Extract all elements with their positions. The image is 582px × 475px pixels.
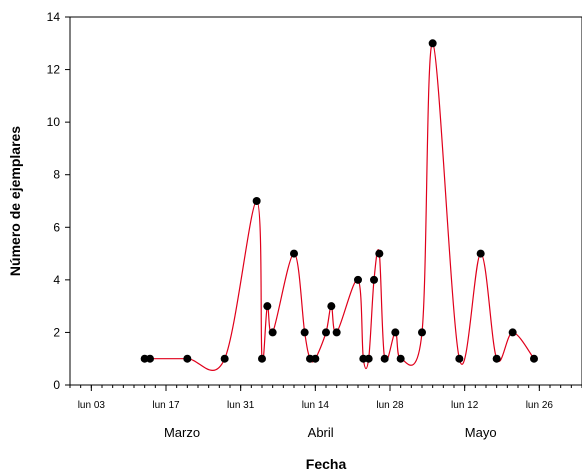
- y-tick-label: 6: [53, 220, 60, 234]
- x-tick-label: lun 28: [376, 400, 404, 411]
- data-point: [354, 275, 362, 284]
- data-point: [530, 354, 538, 363]
- data-point: [290, 249, 298, 258]
- month-labels: Marzo Abril Mayo: [164, 425, 497, 440]
- data-point: [220, 354, 229, 363]
- data-point: [508, 328, 517, 337]
- series-line: [144, 42, 535, 371]
- data-point: [146, 354, 154, 363]
- x-axis-title: Fecha: [306, 456, 347, 472]
- data-point: [364, 354, 373, 363]
- data-point: [418, 328, 426, 337]
- data-point: [327, 302, 336, 311]
- data-point: [380, 354, 389, 363]
- y-tick-label: 2: [53, 325, 60, 339]
- y-tick-label: 4: [53, 273, 60, 287]
- data-point: [375, 249, 384, 258]
- data-point: [455, 354, 464, 363]
- data-point: [396, 354, 405, 363]
- y-ticks: 0 2 4 6 8 10 12 14: [47, 10, 70, 392]
- month-label: Abril: [308, 425, 334, 440]
- data-point: [252, 197, 261, 205]
- month-label: Marzo: [164, 425, 200, 440]
- series-markers: [140, 39, 538, 363]
- data-point: [428, 39, 437, 48]
- x-tick-label: lun 26: [526, 400, 554, 411]
- data-point: [476, 249, 485, 258]
- data-point: [332, 328, 341, 337]
- x-tick-label: lun 03: [78, 400, 106, 411]
- data-point: [370, 275, 378, 284]
- data-point: [263, 302, 272, 311]
- x-tick-label: lun 31: [227, 400, 255, 411]
- data-point: [492, 354, 501, 363]
- x-tick-label: lun 17: [152, 400, 180, 411]
- x-tick-label: lun 14: [302, 400, 330, 411]
- x-ticks: lun 03 lun 17 lun 31 lun 14 lun 28 lun 12 lun …: [69, 385, 582, 411]
- data-point: [258, 354, 266, 363]
- data-point: [183, 354, 192, 363]
- y-tick-label: 14: [47, 10, 61, 24]
- data-point: [268, 328, 277, 337]
- y-tick-label: 12: [47, 63, 61, 77]
- y-axis-title: Número de ejemplares: [7, 126, 23, 276]
- y-tick-label: 10: [47, 115, 61, 129]
- y-tick-label: 0: [53, 378, 60, 392]
- data-point: [311, 354, 320, 363]
- data-point: [322, 328, 330, 337]
- data-point: [300, 328, 309, 337]
- data-point: [391, 328, 400, 337]
- y-tick-label: 8: [53, 168, 60, 182]
- month-label: Mayo: [465, 425, 497, 440]
- x-tick-label: lun 12: [451, 400, 479, 411]
